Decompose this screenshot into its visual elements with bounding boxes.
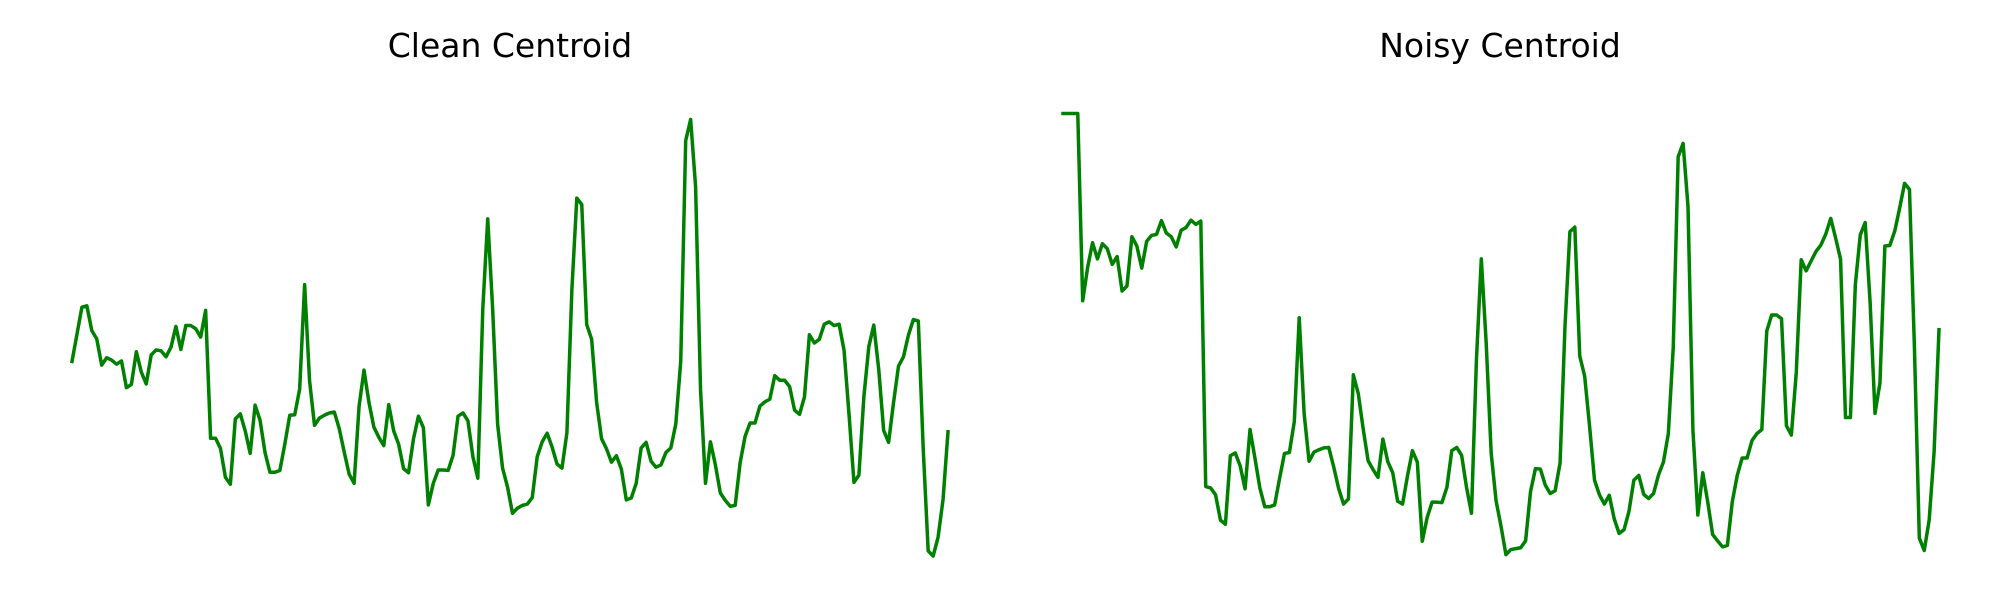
chart-canvas-noisy-centroid — [1061, 111, 1941, 557]
chart-canvas-clean-centroid — [69, 117, 950, 558]
series-line-clean-centroid — [69, 117, 950, 558]
chart-title-noisy-centroid: Noisy Centroid — [1379, 26, 1621, 65]
chart-title-clean-centroid: Clean Centroid — [387, 26, 633, 65]
series-line-noisy-centroid — [1061, 111, 1941, 557]
chart-panel-noisy-centroid: Noisy Centroid — [1000, 0, 2000, 600]
chart-panel-clean-centroid: Clean Centroid — [69, 26, 950, 558]
